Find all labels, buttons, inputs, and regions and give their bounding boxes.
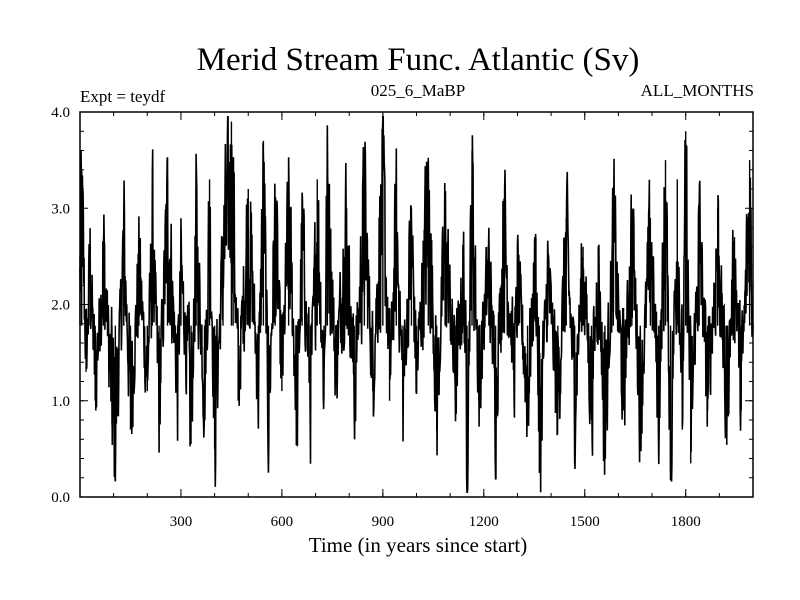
annotation-period: 025_6_MaBP [371,81,465,100]
x-axis-label: Time (in years since start) [309,533,528,557]
annotation-experiment: Expt = teydf [80,87,165,106]
y-tick-label: 2.0 [51,298,70,314]
y-tick-label: 4.0 [51,105,70,121]
plot-frame [79,111,754,498]
x-tick-label: 1500 [570,514,600,530]
y-tick-label: 3.0 [51,201,70,217]
annotation-months: ALL_MONTHS [641,81,754,100]
x-tick-label: 1200 [469,514,499,530]
x-tick-label: 600 [271,514,294,530]
x-tick-label: 1800 [671,514,701,530]
x-tick-label: 300 [170,514,193,530]
series-line [79,116,754,493]
y-tick-label: 0.0 [51,490,70,506]
series-layer [79,116,754,493]
chart-title: Merid Stream Func. Atlantic (Sv) [197,42,640,78]
y-tick-label: 1.0 [51,394,70,410]
x-tick-label: 900 [372,514,395,530]
